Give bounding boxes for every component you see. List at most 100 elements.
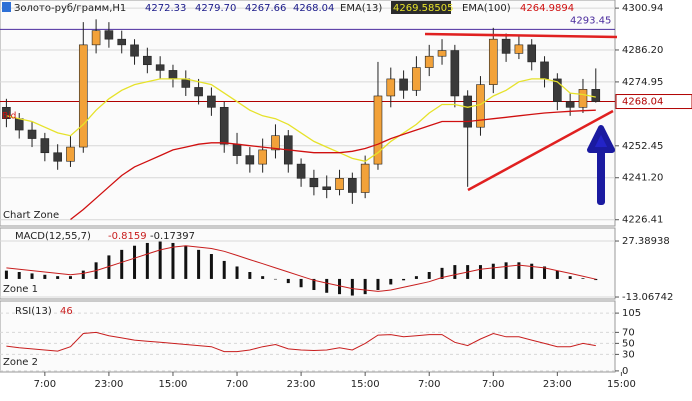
macd-bar bbox=[453, 265, 457, 279]
y-tick-label: 4300.94 bbox=[622, 3, 663, 14]
y-tick-label: 4274.95 bbox=[622, 77, 663, 88]
macd-bar bbox=[158, 241, 162, 279]
x-tick-label: 15:00 bbox=[159, 379, 188, 390]
price-label: 4268.04 bbox=[622, 97, 663, 108]
macd-bar bbox=[440, 267, 444, 279]
candle-body bbox=[360, 163, 370, 193]
price-label: 4293.45 bbox=[570, 15, 611, 26]
macd-bar bbox=[504, 262, 508, 279]
header-low: 4267.66 bbox=[245, 3, 286, 14]
x-tick-label: 7:00 bbox=[226, 379, 248, 390]
x-tick-label: 23:00 bbox=[287, 379, 316, 390]
candle-body bbox=[591, 89, 601, 102]
y-tick-label: 4241.20 bbox=[622, 173, 663, 184]
macd-bar bbox=[261, 276, 265, 279]
candle-body bbox=[501, 38, 511, 54]
main-pane bbox=[0, 0, 616, 227]
macd-bar bbox=[171, 242, 175, 279]
candle-body bbox=[117, 38, 127, 46]
macd-bar bbox=[376, 278, 380, 291]
macd-bar bbox=[235, 266, 239, 279]
y-tick-label: 50 bbox=[622, 338, 635, 349]
header-high: 4279.70 bbox=[195, 3, 236, 14]
x-tick-label: 15:00 bbox=[351, 379, 380, 390]
macd-bar bbox=[68, 276, 72, 279]
legend-ema13-value: 4269.58505 bbox=[393, 3, 453, 14]
candle-body bbox=[143, 55, 152, 66]
candle-body bbox=[245, 155, 255, 165]
zone-label: Zone 2 bbox=[3, 357, 38, 368]
candle-body bbox=[412, 67, 421, 91]
y-tick-label: 105 bbox=[622, 308, 641, 319]
x-tick-label: 7:00 bbox=[34, 379, 56, 390]
macd-bar bbox=[299, 278, 303, 288]
y-tick-label: 4252.45 bbox=[622, 141, 663, 152]
x-tick-label: 7:00 bbox=[418, 379, 440, 390]
candle-body bbox=[309, 178, 319, 188]
candle-body bbox=[437, 50, 447, 57]
legend-ema13: EMA(13) bbox=[340, 3, 382, 14]
x-tick-label: 23:00 bbox=[94, 379, 123, 390]
macd-bar bbox=[248, 272, 252, 279]
macd-bar bbox=[581, 278, 585, 279]
candle-body bbox=[130, 44, 139, 57]
candle-body bbox=[271, 135, 280, 151]
macd-bar bbox=[273, 278, 277, 280]
macd-title: MACD(12,55,7) bbox=[15, 231, 91, 242]
candle-body bbox=[540, 61, 549, 80]
candle-body bbox=[168, 70, 178, 80]
candle-body bbox=[514, 44, 524, 54]
candle-body bbox=[66, 146, 75, 162]
macd-bar bbox=[478, 265, 482, 279]
macd-bar bbox=[402, 278, 406, 281]
legend-ema13-box bbox=[391, 1, 451, 14]
macd-bar bbox=[594, 278, 598, 281]
candle-body bbox=[181, 78, 191, 88]
price-label-box bbox=[615, 94, 692, 110]
macd-bar bbox=[568, 276, 572, 279]
candle-body bbox=[348, 178, 357, 193]
macd-bar bbox=[517, 262, 521, 279]
macd-bar bbox=[414, 276, 418, 279]
legend-ema100: EMA(100) bbox=[462, 3, 511, 14]
candle-body bbox=[155, 64, 165, 71]
candle-body bbox=[14, 118, 24, 131]
candle-body bbox=[527, 44, 537, 63]
candle-body bbox=[335, 178, 344, 190]
candle-body bbox=[104, 30, 114, 40]
macd-bar bbox=[325, 278, 329, 293]
macd-bar bbox=[133, 245, 137, 279]
rsi-value: 46 bbox=[60, 306, 73, 317]
x-tick-label: 15:00 bbox=[607, 379, 636, 390]
y-tick-label: 70 bbox=[622, 327, 635, 338]
macd-bar bbox=[145, 242, 149, 279]
candle-body bbox=[2, 107, 11, 119]
candle-body bbox=[399, 78, 408, 91]
macd-bar bbox=[107, 255, 111, 279]
candle-body bbox=[194, 87, 203, 97]
series-line bbox=[6, 331, 596, 353]
macd-bar bbox=[363, 278, 367, 295]
candle-body bbox=[463, 95, 472, 128]
macd-bar bbox=[286, 278, 290, 284]
candle-body bbox=[258, 149, 267, 165]
candle-body bbox=[53, 152, 62, 162]
series-line bbox=[6, 78, 596, 162]
y-tick-label: 0 bbox=[622, 366, 628, 377]
candle-body bbox=[219, 107, 229, 145]
macd-hist-value: -0.8159 bbox=[108, 231, 147, 242]
macd-signal-value: -0.17397 bbox=[150, 231, 195, 242]
zone-label: Chart Zone bbox=[3, 210, 59, 221]
y-tick-label: 4226.41 bbox=[622, 215, 663, 226]
series-line bbox=[6, 245, 596, 292]
macd-bar bbox=[312, 278, 316, 291]
header-title: Золото-руб/грамм,H1 bbox=[14, 3, 126, 14]
macd-bar bbox=[543, 266, 547, 279]
bid-label: Bid bbox=[2, 112, 16, 122]
macd-bar bbox=[184, 245, 188, 279]
header-open: 4272.33 bbox=[145, 3, 186, 14]
series-line bbox=[70, 109, 596, 221]
candle-body bbox=[40, 138, 50, 154]
candle-body bbox=[386, 78, 396, 97]
